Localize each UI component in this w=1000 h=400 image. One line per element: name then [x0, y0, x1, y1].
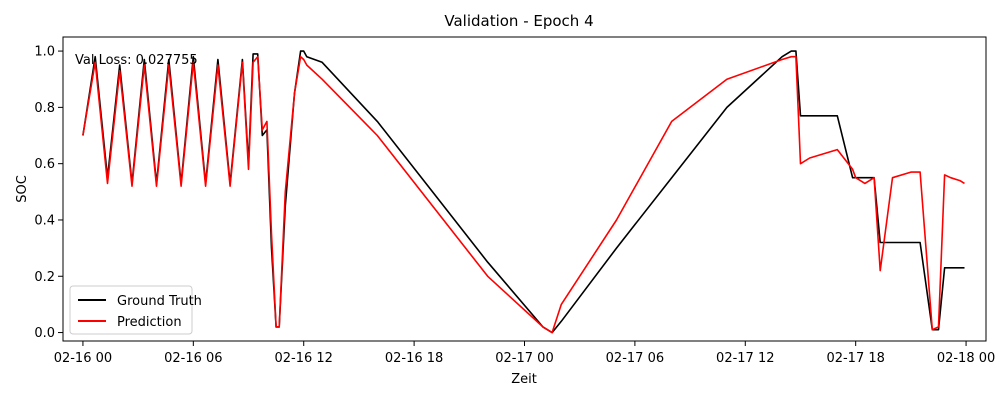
x-tick-label: 02-16 12 [274, 351, 332, 366]
plot-area [63, 37, 986, 341]
val-loss-annotation: Val Loss: 0.027755 [75, 53, 198, 68]
series-layer [82, 50, 965, 334]
y-tick-label: 0.6 [34, 157, 55, 172]
y-tick-label: 0.4 [34, 213, 55, 228]
x-tick-label: 02-17 06 [606, 351, 664, 366]
x-tick-label: 02-17 18 [826, 351, 884, 366]
x-tick-label: 02-16 06 [164, 351, 222, 366]
x-tick-label: 02-17 12 [716, 351, 774, 366]
legend: Ground Truth Prediction [69, 285, 202, 335]
y-axis: 0.0 0.2 0.4 0.6 0.8 1.0 [34, 45, 63, 341]
chart-title: Validation - Epoch 4 [444, 12, 593, 30]
y-tick-label: 0.0 [34, 326, 55, 341]
series-line-prediction [82, 55, 965, 334]
legend-label-ground-truth: Ground Truth [117, 294, 202, 309]
y-tick-label: 0.2 [34, 270, 55, 285]
y-axis-label: SOC [15, 175, 30, 203]
x-tick-label: 02-17 00 [495, 351, 553, 366]
y-tick-label: 1.0 [34, 45, 55, 60]
x-axis: 02-16 00 02-16 06 02-16 12 02-16 18 02-17 00… [54, 341, 995, 366]
x-tick-label: 02-18 00 [937, 351, 995, 366]
x-tick-label: 02-16 00 [54, 351, 112, 366]
legend-label-prediction: Prediction [117, 315, 182, 330]
x-axis-label: Zeit [511, 372, 537, 387]
x-tick-label: 02-16 18 [385, 351, 443, 366]
y-tick-label: 0.8 [34, 101, 55, 116]
